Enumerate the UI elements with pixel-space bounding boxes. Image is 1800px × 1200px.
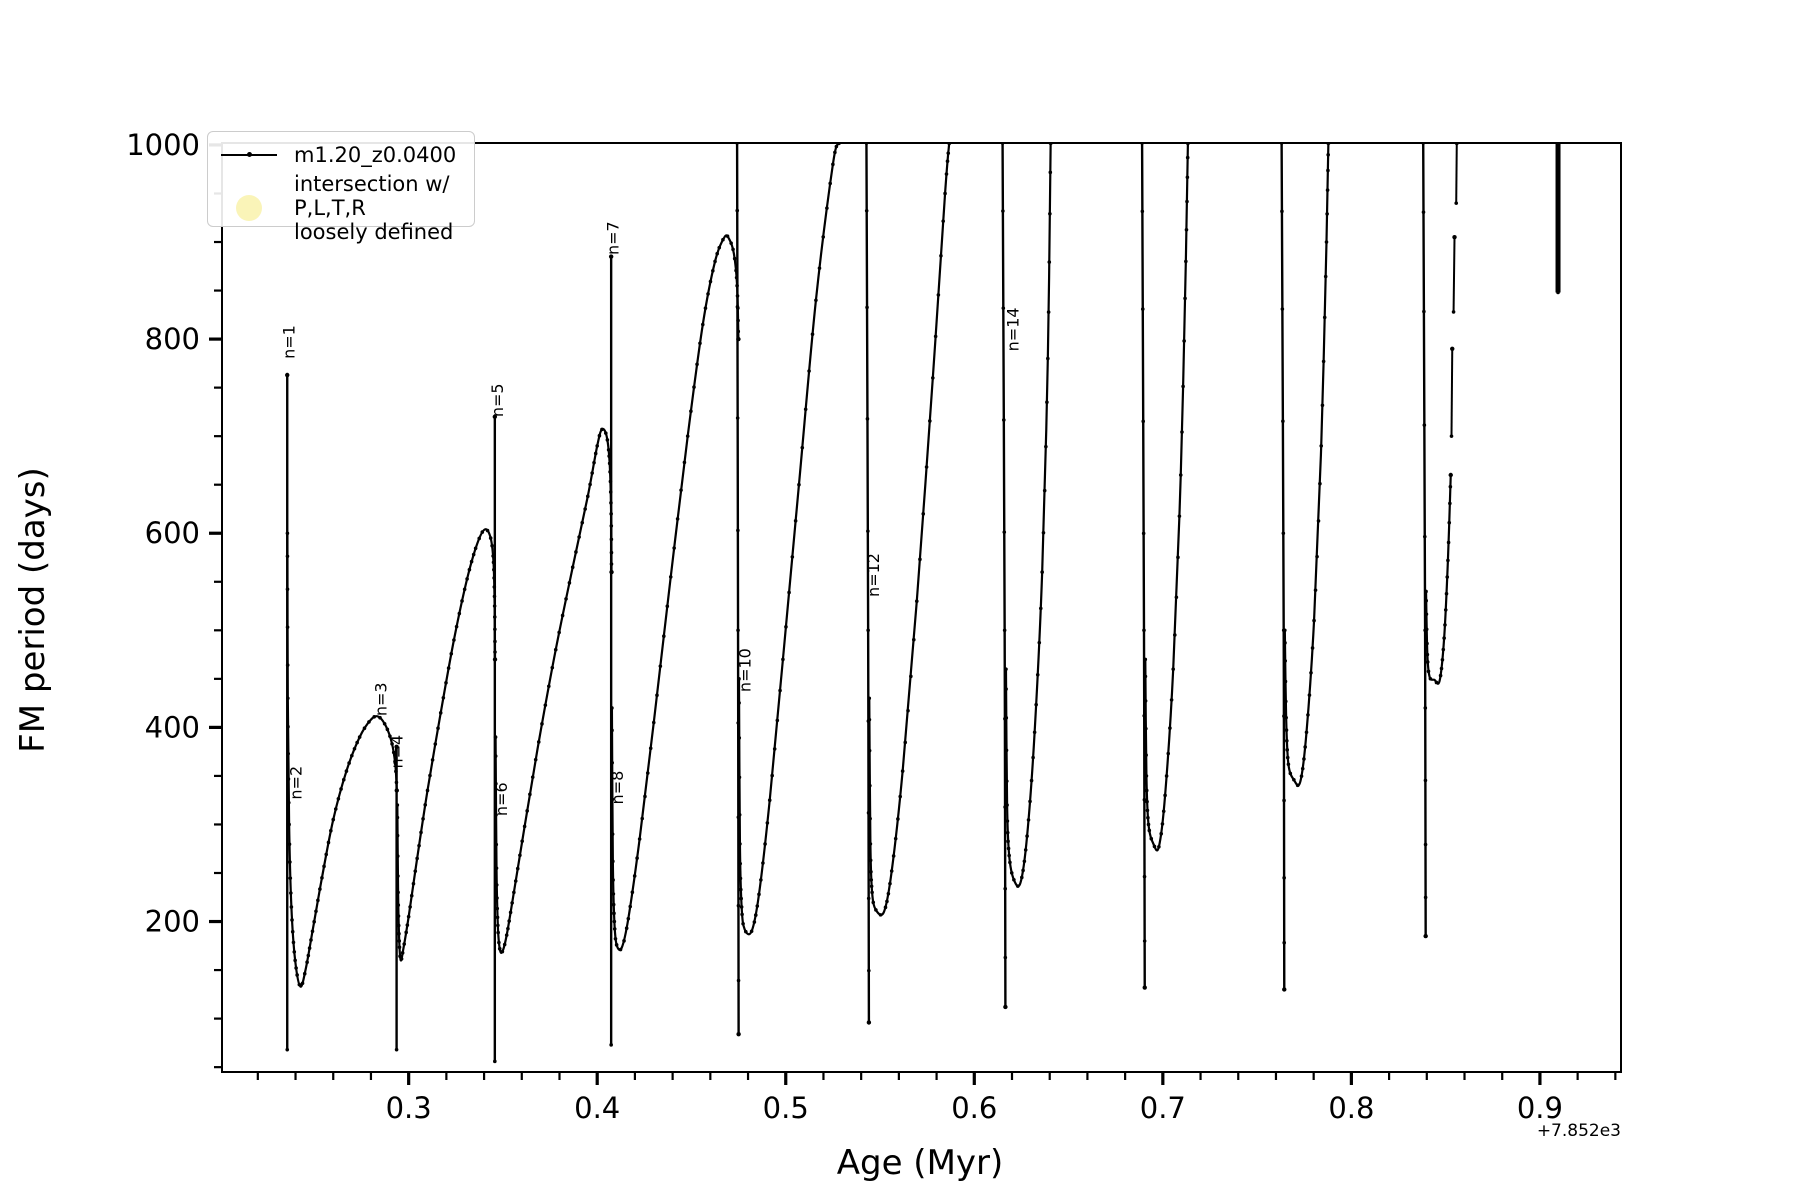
svg-text:0.7: 0.7 <box>1140 1091 1186 1125</box>
annotation-n=4: n=4 <box>388 735 407 769</box>
segment-dash-3 <box>1455 143 1458 204</box>
legend-line-marker-icon <box>218 152 280 158</box>
segment-dash-2 <box>1452 237 1456 312</box>
svg-text:0.9: 0.9 <box>1517 1091 1563 1125</box>
annotation-n=3: n=3 <box>372 682 391 716</box>
segment-curve-3 <box>494 427 613 954</box>
segment-spike-7-desc <box>1001 143 1007 1007</box>
svg-text:1000: 1000 <box>126 128 200 162</box>
annotation-n=14: n=14 <box>1003 307 1022 351</box>
segment-curve-10 <box>1424 474 1452 685</box>
legend-intersection-label: intersection w/ P,L,T,R loosely defined <box>294 172 454 244</box>
svg-text:600: 600 <box>145 516 200 550</box>
tick-labels: 0.3 0.4 0.5 0.6 0.7 0.8 0.9 200 400 600 800 1000 <box>126 128 1563 1125</box>
series-m1.20_z0.0400 <box>285 143 1561 1064</box>
annotation-n=7: n=7 <box>603 221 622 255</box>
legend-series-label: m1.20_z0.0400 <box>294 143 457 167</box>
segment-curve-1 <box>286 533 398 988</box>
svg-text:0.3: 0.3 <box>386 1091 432 1125</box>
svg-text:400: 400 <box>145 710 200 744</box>
segment-curve-9 <box>1283 143 1330 787</box>
annotation-n=12: n=12 <box>864 553 883 597</box>
annotation-n=1: n=1 <box>279 325 298 359</box>
segment-dash-1 <box>1450 348 1454 437</box>
segment-curve-4 <box>610 234 740 951</box>
svg-text:0.5: 0.5 <box>763 1091 809 1125</box>
annotation-n=2: n=2 <box>286 766 305 800</box>
legend-entry-series: m1.20_z0.0400 <box>218 138 464 172</box>
legend: m1.20_z0.0400 intersection w/ P,L,T,R lo… <box>207 131 475 244</box>
axes-frame <box>221 142 1622 1073</box>
svg-text:0.8: 0.8 <box>1328 1091 1374 1125</box>
svg-text:800: 800 <box>145 322 200 356</box>
segment-curve-8 <box>1144 143 1190 852</box>
segment-curve-6 <box>868 143 951 916</box>
tick-marks <box>209 143 1617 1085</box>
svg-text:0.4: 0.4 <box>574 1091 620 1125</box>
annotation-n=10: n=10 <box>736 648 755 692</box>
segment-curve-7 <box>1004 143 1052 888</box>
annotation-n=5: n=5 <box>488 383 507 417</box>
segment-spike-6-desc <box>865 143 871 1023</box>
legend-circle-marker-icon <box>218 195 280 221</box>
segment-spike-5-desc <box>735 143 740 1035</box>
y-axis-title: FM period (days) <box>13 467 53 753</box>
x-axis-offset-text: +7.852e3 <box>1536 1121 1621 1141</box>
segment-spike-9-desc <box>1280 143 1286 990</box>
x-axis-title: Age (Myr) <box>836 1143 1004 1183</box>
segment-spike-8-desc <box>1140 143 1146 988</box>
svg-text:200: 200 <box>145 905 200 939</box>
resonance-annotations: n=1 n=2 n=3 n=4 n=5 n=6 n=7 n=8 n=10 n=12 n=14 <box>279 221 1022 816</box>
svg-text:0.6: 0.6 <box>951 1091 997 1125</box>
segment-curve-5 <box>737 143 840 936</box>
segment-spike-10-desc <box>1422 143 1427 937</box>
annotation-n=6: n=6 <box>492 782 511 816</box>
annotation-n=8: n=8 <box>608 771 627 805</box>
legend-entry-intersection: intersection w/ P,L,T,R loosely defined <box>218 172 464 244</box>
